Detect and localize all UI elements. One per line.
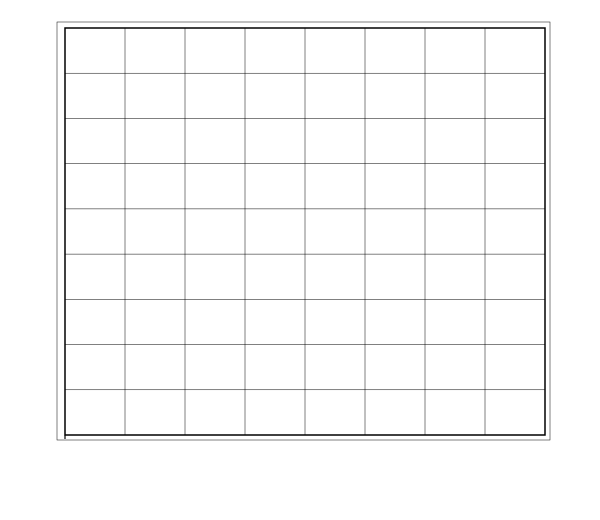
outer-frame [57, 22, 550, 440]
